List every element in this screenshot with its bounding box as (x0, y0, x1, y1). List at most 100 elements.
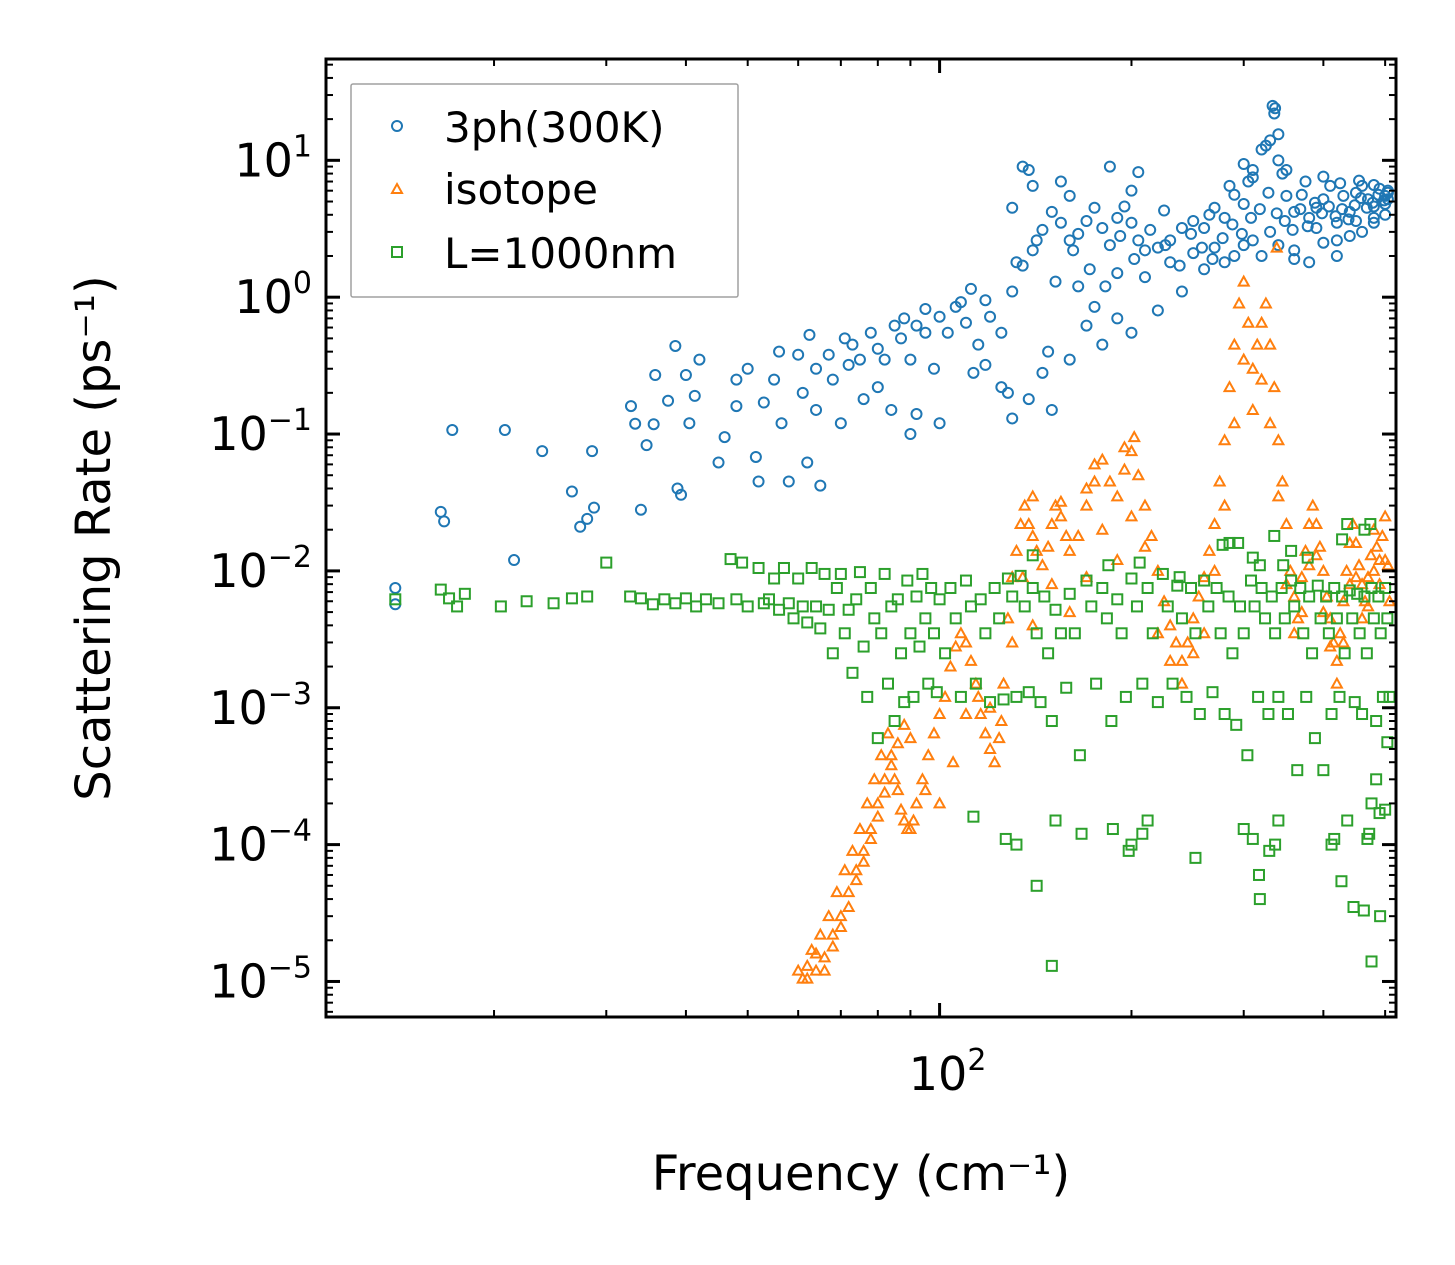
data-point (1349, 535, 1363, 548)
data-point (830, 581, 843, 594)
data-point (1014, 569, 1027, 582)
data-point (1161, 600, 1174, 613)
data-point (874, 748, 888, 761)
data-point (1096, 222, 1109, 235)
data-point (1269, 102, 1282, 115)
data-point (508, 554, 521, 567)
data-point (943, 659, 958, 672)
data-point (919, 612, 932, 625)
data-point (1367, 211, 1380, 224)
legend-marker-isotope (390, 181, 404, 194)
data-point (1096, 338, 1109, 351)
data-point (1356, 708, 1369, 721)
data-point (1302, 558, 1316, 571)
data-point (1090, 677, 1103, 690)
data-point (1045, 577, 1059, 590)
data-point (1311, 579, 1324, 592)
data-point (581, 590, 594, 603)
data-point (1299, 175, 1312, 188)
data-point (662, 394, 675, 407)
data-point (1045, 205, 1058, 218)
data-point (1237, 239, 1250, 252)
data-series-layer (389, 99, 1396, 984)
data-point (647, 418, 660, 431)
plot-frame (324, 57, 1398, 1019)
data-point (1144, 528, 1159, 541)
data-point (1323, 639, 1337, 652)
data-point (1099, 280, 1112, 293)
data-point (1049, 814, 1062, 827)
data-point (1294, 203, 1307, 216)
data-point (1226, 218, 1239, 231)
data-point (907, 690, 920, 703)
data-point (974, 593, 987, 606)
data-point (1341, 814, 1354, 827)
data-point (1054, 175, 1067, 188)
data-point (1026, 618, 1040, 631)
data-point (967, 366, 980, 379)
data-point (1316, 563, 1331, 576)
data-point (810, 362, 823, 375)
data-point (600, 556, 613, 569)
data-point (1329, 210, 1342, 223)
data-point (1158, 204, 1171, 217)
data-point (922, 677, 935, 690)
data-point (730, 400, 743, 413)
data-point (1361, 570, 1375, 583)
legend-box (350, 83, 739, 298)
data-point (1115, 627, 1128, 640)
data-point (895, 647, 908, 660)
data-point (1300, 690, 1313, 703)
data-point (389, 581, 402, 594)
y-tick-label: 10−1 (209, 403, 312, 461)
data-point (1125, 326, 1138, 339)
y-tick-label: 10−4 (209, 814, 312, 872)
data-point (1237, 158, 1250, 171)
data-point (887, 772, 902, 785)
data-point (1242, 175, 1255, 188)
data-point (634, 592, 647, 605)
data-point (971, 689, 985, 702)
data-point (959, 574, 972, 587)
data-point (1018, 600, 1031, 613)
data-point (1063, 605, 1077, 618)
data-point (919, 302, 932, 315)
data-point (1246, 163, 1259, 176)
data-point (741, 362, 754, 375)
data-point (768, 373, 781, 386)
data-point (1049, 275, 1062, 288)
data-point (1136, 827, 1149, 840)
data-point (1079, 570, 1094, 583)
data-point (898, 312, 911, 325)
data-point (1217, 498, 1232, 511)
data-point (861, 690, 874, 703)
data-point (1370, 773, 1383, 786)
data-point (1272, 154, 1285, 167)
data-point (1151, 304, 1164, 317)
data-point (1370, 539, 1384, 552)
data-point (1207, 563, 1222, 576)
data-point (1026, 581, 1039, 594)
data-point (1360, 647, 1373, 660)
data-point (1035, 558, 1050, 571)
data-point (984, 696, 997, 709)
data-point (1141, 814, 1154, 827)
legend-label-L1000nm: L=1000nm (444, 229, 677, 278)
data-point (1288, 205, 1301, 218)
data-point (996, 676, 1011, 689)
data-point (1269, 627, 1282, 640)
data-point (877, 772, 892, 785)
data-point (1354, 192, 1367, 205)
data-point (1079, 481, 1094, 494)
data-point (1045, 959, 1058, 972)
data-point (884, 758, 899, 771)
data-point (1313, 539, 1327, 552)
data-point (1163, 618, 1177, 631)
data-point (878, 567, 891, 580)
data-point (520, 595, 533, 608)
data-point (984, 310, 997, 323)
data-point (1054, 627, 1067, 640)
data-point (1246, 234, 1259, 247)
data-point (1130, 600, 1143, 613)
data-point (1269, 838, 1282, 851)
